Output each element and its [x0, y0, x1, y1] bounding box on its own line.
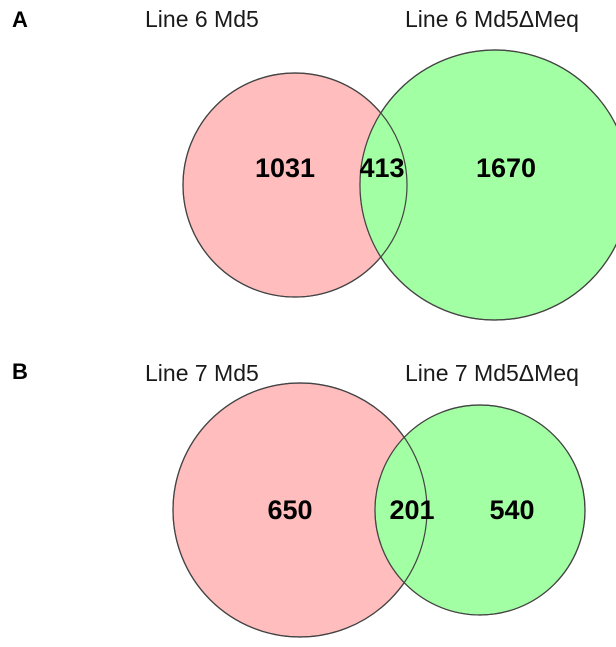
overlap-count-a: 413 [359, 153, 404, 183]
panel-letter-b: B [12, 359, 28, 384]
left-set-label-b: Line 7 Md5 [145, 360, 259, 386]
venn-panel-a: A Line 6 Md5 Line 6 Md5ΔMeq 1031 413 167… [12, 6, 616, 321]
overlap-count-b: 201 [389, 495, 434, 525]
left-only-count-a: 1031 [255, 153, 315, 183]
right-set-label-b: Line 7 Md5ΔMeq [405, 360, 579, 386]
left-set-outline-b [172, 382, 428, 638]
left-only-count-b: 650 [267, 495, 312, 525]
left-set-label-a: Line 6 Md5 [145, 6, 259, 32]
right-only-count-a: 1670 [476, 153, 536, 183]
panel-letter-a: A [12, 7, 28, 32]
left-set-outline-a [182, 72, 408, 298]
venn-panel-b: B Line 7 Md5 Line 7 Md5ΔMeq 650 201 540 [12, 359, 586, 638]
right-set-outline-b [374, 404, 586, 616]
right-only-count-b: 540 [489, 495, 534, 525]
right-set-outline-a [359, 49, 616, 321]
right-set-label-a: Line 6 Md5ΔMeq [405, 6, 579, 32]
